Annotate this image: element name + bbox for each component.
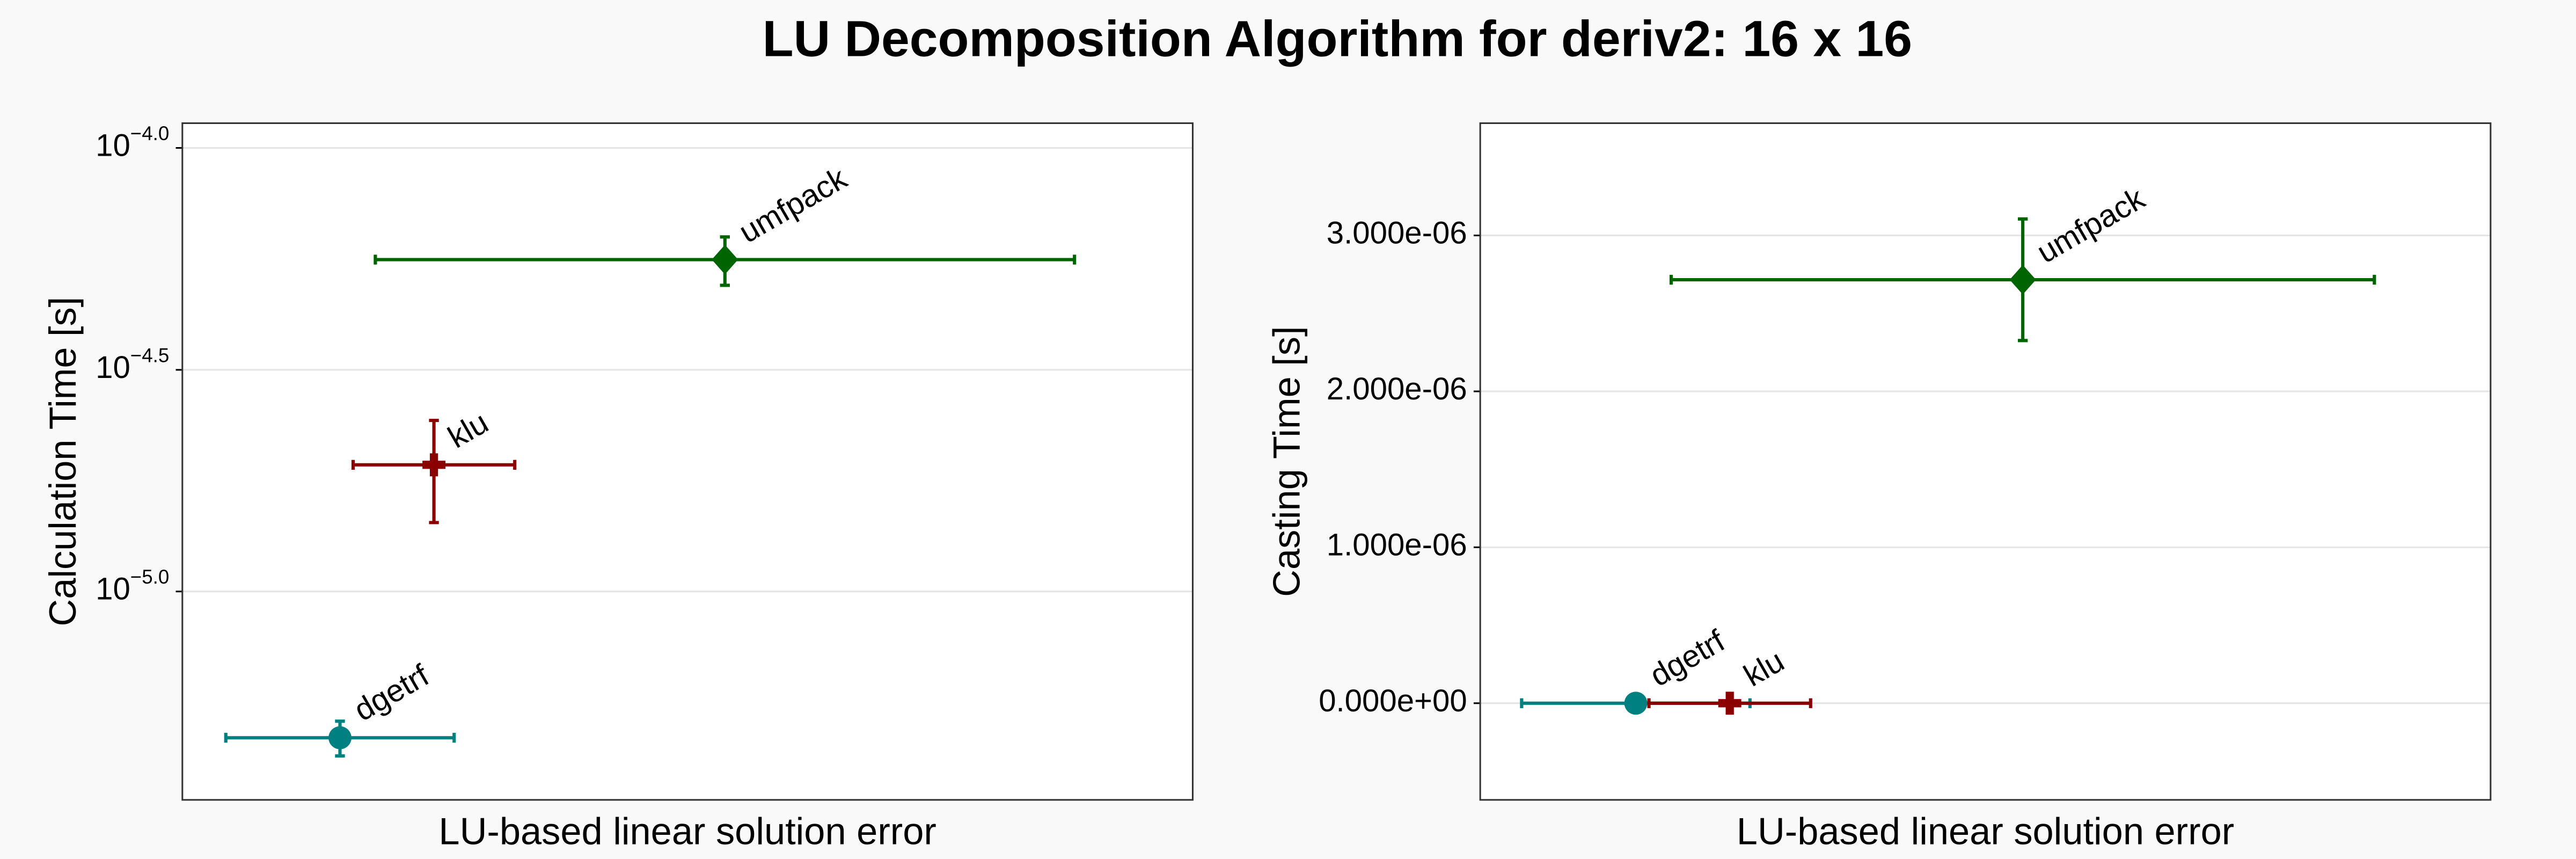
- marker: [2009, 265, 2036, 295]
- y-tick-label: 1.000e-06: [1327, 528, 1467, 563]
- marker: [1718, 691, 1741, 715]
- tick-base: 2.000e-06: [1327, 372, 1467, 406]
- y-axis-label: Calculation Time [s]: [41, 297, 84, 627]
- plot-frame: [181, 122, 1194, 801]
- tick-exponent: −4.5: [130, 344, 170, 366]
- plot-area: [182, 123, 1193, 800]
- y-tick-label: 10−5.0: [96, 566, 169, 607]
- marker: [328, 726, 352, 749]
- tick-base: 10: [96, 572, 130, 607]
- tick-base: 10: [96, 128, 130, 163]
- tick-base: 0.000e+00: [1319, 683, 1467, 718]
- y-tick-label: 10−4.5: [96, 344, 169, 385]
- marker: [712, 245, 738, 275]
- marker: [1624, 691, 1648, 715]
- x-axis-label: LU-based linear solution error: [1737, 810, 2234, 853]
- x-axis-label: LU-based linear solution error: [438, 810, 936, 853]
- y-tick-label: 10−4.0: [96, 122, 169, 163]
- tick-exponent: −4.0: [130, 122, 170, 144]
- plot-frame: [1479, 122, 2492, 801]
- y-tick-label: 0.000e+00: [1319, 683, 1467, 718]
- figure-title: LU Decomposition Algorithm for deriv2: 1…: [763, 11, 1912, 68]
- tick-base: 1.000e-06: [1327, 528, 1467, 563]
- y-axis-label: Casting Time [s]: [1265, 326, 1308, 596]
- tick-base: 10: [96, 350, 130, 385]
- tick-exponent: −5.0: [130, 566, 170, 588]
- marker: [422, 453, 446, 477]
- y-tick-label: 2.000e-06: [1327, 372, 1467, 406]
- y-tick-label: 3.000e-06: [1327, 216, 1467, 251]
- tick-base: 3.000e-06: [1327, 216, 1467, 251]
